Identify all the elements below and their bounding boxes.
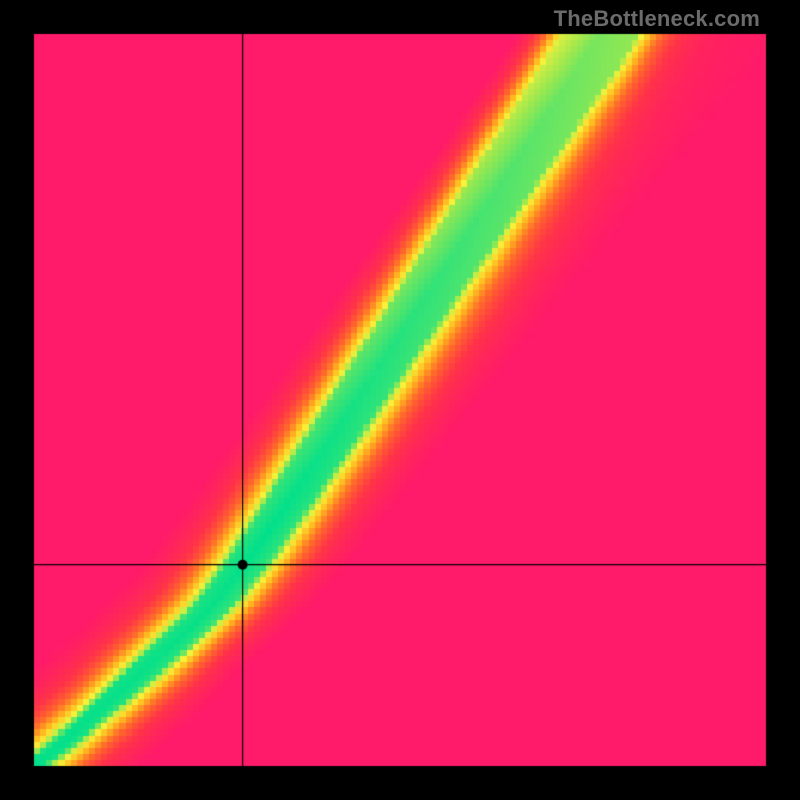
- bottleneck-heatmap: [0, 0, 800, 800]
- chart-container: { "attribution": "TheBottleneck.com", "c…: [0, 0, 800, 800]
- attribution-label: TheBottleneck.com: [554, 6, 760, 32]
